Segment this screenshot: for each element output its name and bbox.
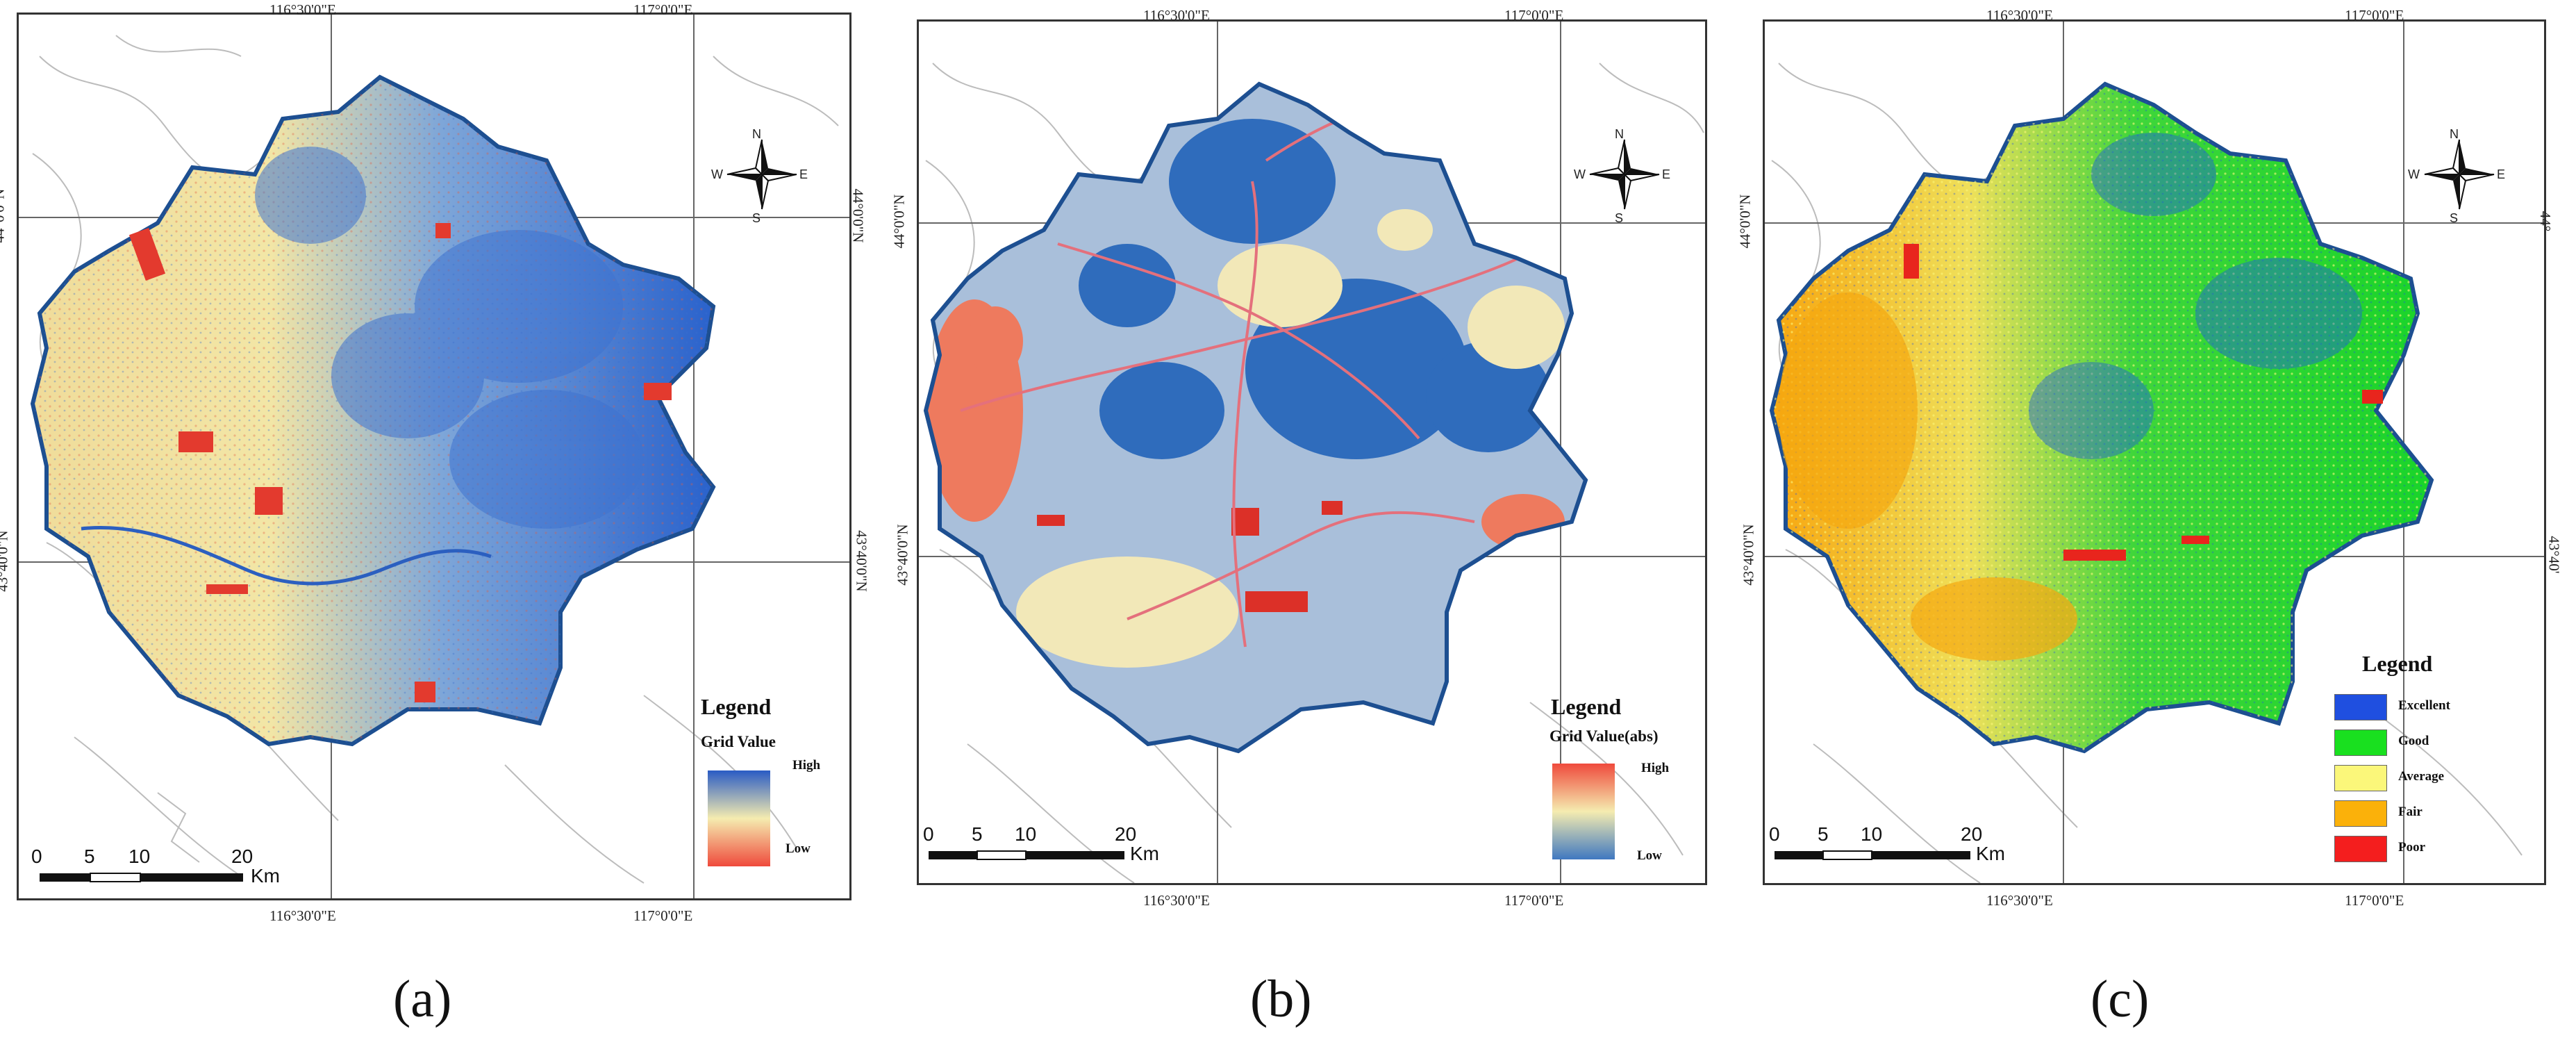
compass-w-b: W	[1574, 167, 1586, 181]
caption-c: (c)	[2091, 970, 2150, 1028]
lat-left-2-a: 43°40'0"N	[0, 530, 11, 592]
legend-class-good: Good	[2334, 729, 2501, 757]
lon-bottom-1-b: 116°30'0"E	[1143, 892, 1210, 909]
legend-class-label: Fair	[2398, 805, 2423, 819]
legend-swatch	[2334, 836, 2387, 862]
map-panel-a: N S E W Legend Grid Value High Low 0 5 1…	[17, 13, 851, 900]
lon-top-2-b: 117°0'0"E	[1504, 7, 1564, 24]
map-b-svg	[919, 22, 1705, 883]
lon-bottom-2-a: 117°0'0"E	[633, 907, 693, 924]
lat-right-1-a: 44°0'0"N	[849, 188, 867, 243]
lon-bottom-2-b: 117°0'0"E	[1504, 892, 1564, 909]
lon-top-1-b: 116°30'0"E	[1143, 7, 1210, 24]
scale-t1-b: 5	[972, 823, 983, 845]
scale-t2-c: 10	[1861, 823, 1883, 845]
scale-t2-b: 10	[1015, 823, 1037, 845]
scale-unit-a: Km	[251, 865, 280, 887]
legend-title-c: Legend	[2362, 651, 2433, 676]
lat-left-1-c: 44°0'0"N	[1736, 194, 1754, 249]
legend-class-label: Average	[2398, 769, 2445, 784]
scale-t0-b: 0	[923, 823, 934, 845]
scale-t3-c: 20	[1961, 823, 1983, 845]
lon-top-2-c: 117°0'0"E	[2345, 7, 2404, 24]
legend-swatch	[2334, 694, 2387, 720]
compass-s-c: S	[2450, 211, 2459, 225]
legend-subtitle-b: Grid Value(abs)	[1549, 727, 1659, 745]
north-arrow-icon-c	[2424, 139, 2495, 210]
legend-class-poor: Poor	[2334, 836, 2501, 864]
compass-e: E	[799, 167, 808, 181]
lon-top-2-a: 117°0'0"E	[633, 1, 693, 18]
legend-swatch	[2334, 729, 2387, 756]
legend-ramp-a	[708, 770, 770, 866]
map-c-svg	[1765, 22, 2544, 883]
lat-left-1-a: 44°0'0"N	[0, 188, 8, 243]
lat-left-2-c: 43°40'0"N	[1740, 524, 1757, 586]
study-area-b	[923, 81, 1588, 754]
map-panel-c: N S E W Legend Excellent Good Average Fair P…	[1763, 19, 2546, 885]
compass-w-c: W	[2408, 167, 2420, 181]
scale-bar-a	[40, 873, 243, 882]
north-arrow-icon	[726, 139, 797, 210]
map-panel-b: N S E W Legend Grid Value(abs) High Low …	[917, 19, 1707, 885]
caption-a: (a)	[393, 970, 452, 1028]
scale-t0-a: 0	[31, 846, 42, 867]
compass-s-b: S	[1615, 211, 1624, 225]
lon-bottom-2-c: 117°0'0"E	[2345, 892, 2404, 909]
compass-w: W	[711, 167, 723, 181]
legend-title-b: Legend	[1551, 694, 1622, 719]
road-network	[960, 97, 1572, 648]
legend-class-label: Poor	[2398, 840, 2426, 855]
legend-swatch	[2334, 800, 2387, 827]
caption-b: (b)	[1250, 970, 1312, 1028]
legend-class-fair: Fair	[2334, 800, 2501, 828]
scale-t0-c: 0	[1769, 823, 1780, 845]
scale-t1-a: 5	[84, 846, 95, 867]
compass-n-c: N	[2450, 127, 2459, 141]
legend-ramp-b	[1552, 764, 1615, 859]
compass-e-c: E	[2497, 167, 2506, 181]
compass-s: S	[752, 211, 761, 225]
legend-class-label: Good	[2398, 734, 2429, 748]
lat-right-1-c: 44°	[2537, 211, 2554, 232]
lon-bottom-1-c: 116°30'0"E	[1986, 892, 2053, 909]
compass-n: N	[752, 127, 761, 141]
legend-title-a: Legend	[701, 694, 772, 719]
scale-t3-a: 20	[231, 846, 254, 867]
compass-e-b: E	[1662, 167, 1671, 181]
scale-bar-c	[1775, 850, 1970, 860]
legend-class-label: Excellent	[2398, 698, 2450, 713]
legend-low-b: Low	[1637, 848, 1662, 863]
compass-n-b: N	[1615, 127, 1624, 141]
lat-left-2-b: 43°40'0"N	[894, 524, 911, 586]
lat-right-2-c: 43°40'	[2545, 536, 2563, 574]
legend-subtitle-a: Grid Value	[701, 733, 776, 750]
lat-right-2-a: 43°40'0"N	[853, 530, 870, 592]
scale-t1-c: 5	[1818, 823, 1829, 845]
legend-class-excellent: Excellent	[2334, 694, 2501, 722]
lon-top-1-a: 116°30'0"E	[269, 1, 336, 18]
scale-unit-b: Km	[1130, 843, 1159, 864]
north-arrow-icon-b	[1589, 139, 1660, 210]
lon-top-1-c: 116°30'0"E	[1986, 7, 2053, 24]
legend-high-b: High	[1641, 761, 1670, 775]
legend-swatch	[2334, 765, 2387, 791]
legend-class-average: Average	[2334, 765, 2501, 793]
legend-high-a: High	[792, 758, 821, 773]
scale-bar-b	[929, 850, 1124, 860]
lat-left-1-b: 44°0'0"N	[890, 194, 908, 249]
scale-unit-c: Km	[1976, 843, 2005, 864]
scale-t2-a: 10	[128, 846, 151, 867]
legend-low-a: Low	[786, 841, 811, 856]
lon-bottom-1-a: 116°30'0"E	[269, 907, 336, 924]
scale-t3-b: 20	[1115, 823, 1137, 845]
map-a-svg	[19, 15, 849, 898]
